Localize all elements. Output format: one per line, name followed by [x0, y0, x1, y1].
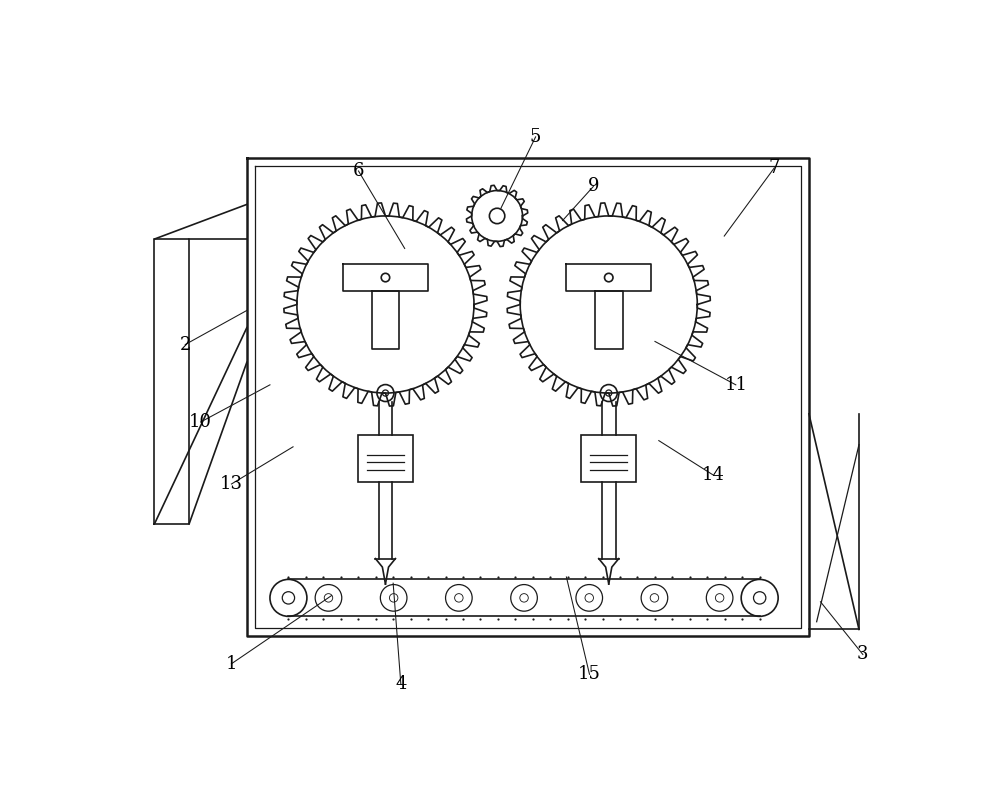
Bar	[358, 436, 413, 481]
Text: 9: 9	[588, 177, 599, 196]
Text: 7: 7	[769, 159, 780, 177]
Text: 14: 14	[701, 466, 724, 484]
Text: 4: 4	[395, 675, 407, 693]
Text: 6: 6	[353, 162, 364, 180]
Text: 11: 11	[724, 376, 747, 394]
Text: 10: 10	[189, 413, 212, 431]
Bar	[581, 436, 636, 481]
Text: 1: 1	[226, 654, 237, 673]
Text: 2: 2	[180, 336, 191, 353]
Text: 15: 15	[578, 665, 601, 683]
Text: 3: 3	[857, 646, 869, 663]
Text: 5: 5	[530, 128, 541, 146]
Text: 13: 13	[220, 475, 243, 493]
